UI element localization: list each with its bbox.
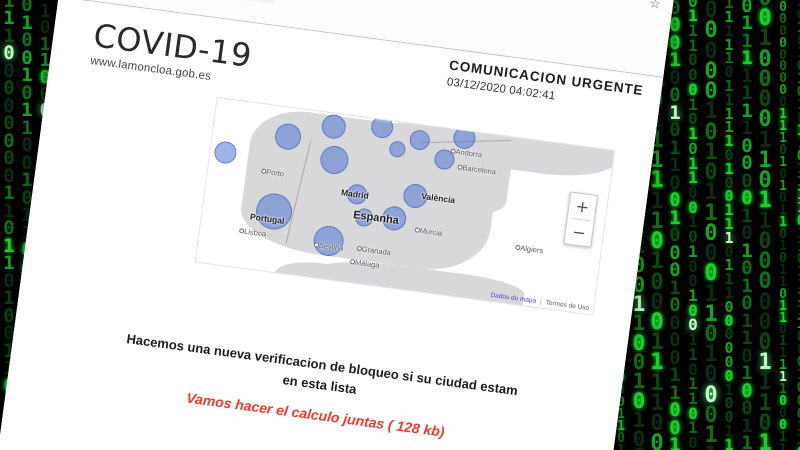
matrix-column: 00000010101100011010001100000 <box>704 0 718 450</box>
map-label: Algiers <box>519 243 544 256</box>
map-zoom-controls[interactable]: + − <box>563 191 599 248</box>
covid-map[interactable]: Espanha Portugal Madrid València Barcelona An… <box>194 96 616 316</box>
matrix-column: 1011010000000001110101011010110110111110… <box>779 0 787 450</box>
matrix-column: 1101010101011011110110111110001000110100… <box>792 0 800 450</box>
matrix-column: 1010000100101100100010000110010110 <box>669 0 681 450</box>
email-to-redacted <box>126 0 277 1</box>
map-marker[interactable] <box>213 140 238 165</box>
email-body: COVID-19 www.lamoncloa.gob.es COMUNICACI… <box>0 0 664 450</box>
map-terms-link[interactable]: Termos de Uso <box>545 299 590 312</box>
matrix-column: 110110111000101011001010010011011010110 <box>688 0 698 450</box>
zoom-in-button[interactable]: + <box>574 196 591 218</box>
matrix-column: 1111111110111110100111011100000010011110… <box>724 0 734 450</box>
star-icon[interactable]: ☆ <box>648 0 662 12</box>
email-window-wrapper: De Ministerio d ☆ Asunto Comunicacion Ur… <box>0 0 675 450</box>
attrib-divider: | <box>539 298 543 306</box>
map-canvas[interactable]: Espanha Portugal Madrid València Barcelona An… <box>195 98 616 316</box>
matrix-column: 00100001101100000011101000010 <box>758 0 772 450</box>
zoom-out-button[interactable]: − <box>571 222 587 243</box>
email-window: De Ministerio d ☆ Asunto Comunicacion Ur… <box>0 0 675 450</box>
matrix-column: 0111111100001010101101001101100011 <box>741 0 753 450</box>
map-label: Lisboa <box>243 226 267 239</box>
